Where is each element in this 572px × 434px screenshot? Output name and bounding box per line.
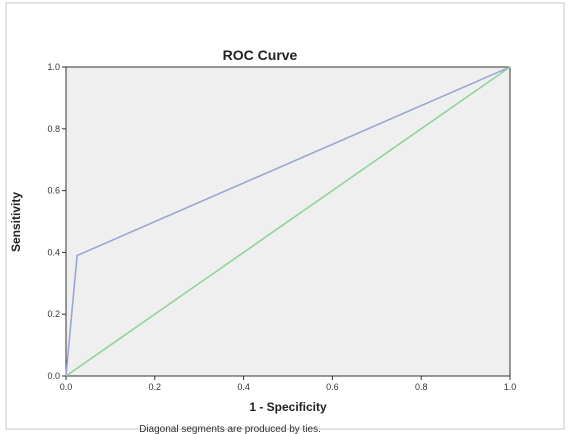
y-tick-label: 0.8	[47, 124, 60, 134]
series-line-0	[65, 66, 511, 377]
x-tick-label: 0.4	[237, 382, 250, 392]
x-tick-label: 0.2	[149, 382, 162, 392]
chart-title: ROC Curve	[223, 47, 298, 63]
x-axis-label: 1 - Specificity	[249, 400, 327, 414]
x-tick-label: 0.8	[415, 382, 428, 392]
y-tick-label: 0.2	[47, 309, 60, 319]
x-tick-label: 0.6	[326, 382, 339, 392]
series-line-1	[65, 66, 511, 377]
y-tick-label: 0.0	[47, 371, 60, 381]
x-tick-label: 1.0	[504, 382, 517, 392]
ticks-layer: 0.0 0.2 0.4 0.6 0.8 1.0 0.0 0.2 0.4 0.6 0.8 1.0	[47, 62, 516, 392]
y-axis-label: Sensitivity	[9, 192, 23, 252]
series-layer	[65, 66, 511, 377]
x-tick-label: 0.0	[60, 382, 73, 392]
y-tick-label: 0.4	[47, 247, 60, 257]
y-tick-label: 0.6	[47, 186, 60, 196]
y-tick-label: 1.0	[47, 62, 60, 72]
footnote: Diagonal segments are produced by ties.	[139, 424, 321, 434]
